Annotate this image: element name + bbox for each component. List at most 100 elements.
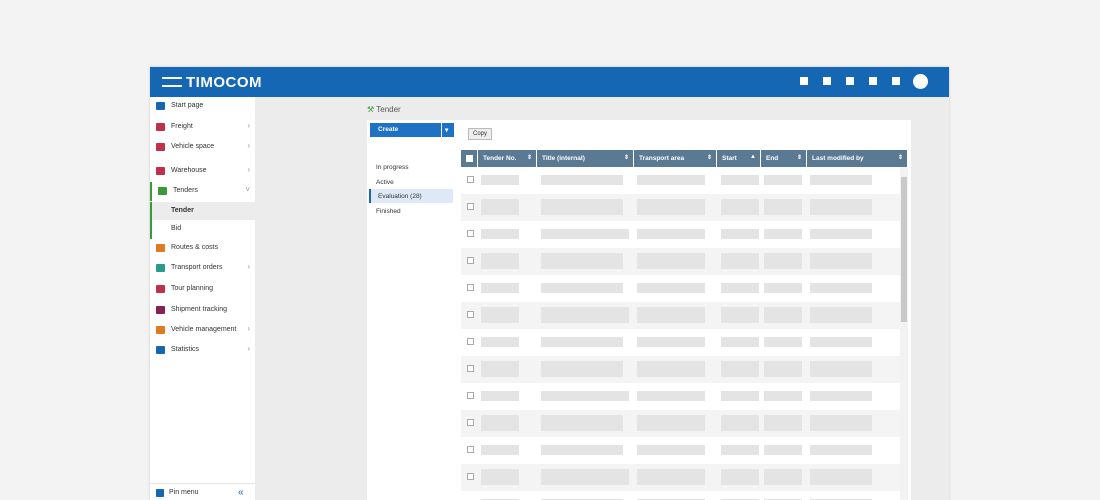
- sort-icon: ⇕: [526, 155, 532, 161]
- table-row[interactable]: [461, 302, 900, 329]
- nav-icon: [156, 102, 165, 110]
- header-icon[interactable]: [869, 77, 877, 85]
- row-checkbox[interactable]: [467, 311, 474, 318]
- sort-icon: ⇕: [897, 155, 903, 161]
- nav-item[interactable]: Routes & costs: [150, 239, 255, 258]
- table-row[interactable]: [461, 248, 900, 275]
- copy-button[interactable]: Copy: [468, 128, 492, 140]
- table-row[interactable]: [461, 194, 900, 221]
- user-avatar[interactable]: [913, 74, 928, 89]
- column-header[interactable]: Tender No. ⇕: [478, 150, 537, 167]
- placeholder: [481, 445, 519, 455]
- column-header[interactable]: Last modified by ⇕: [807, 150, 908, 167]
- placeholder: [810, 175, 872, 185]
- header-icon[interactable]: [892, 77, 900, 85]
- row-checkbox[interactable]: [467, 473, 474, 480]
- nav-item[interactable]: Freight ›: [150, 118, 255, 137]
- nav-item[interactable]: Start page: [150, 97, 255, 116]
- column-header[interactable]: Title (internal) ⇕: [537, 150, 634, 167]
- placeholder: [541, 361, 623, 377]
- nav-label: Bid: [171, 225, 182, 232]
- nav-label: Tender: [171, 207, 194, 214]
- pin-menu[interactable]: Pin menu «: [150, 483, 255, 500]
- nav-label: Freight: [171, 123, 193, 130]
- table-row[interactable]: [461, 410, 900, 437]
- nav-label: Start page: [171, 102, 204, 109]
- create-label: Create: [378, 126, 399, 133]
- placeholder: [481, 253, 519, 269]
- nav-icon: [156, 346, 165, 354]
- placeholder: [721, 469, 759, 485]
- placeholder: [637, 253, 705, 269]
- nav-label: Warehouse: [171, 167, 207, 174]
- header-icon[interactable]: [846, 77, 854, 85]
- nav-item[interactable]: Vehicle space ›: [150, 138, 255, 157]
- row-checkbox[interactable]: [467, 176, 474, 183]
- nav-item[interactable]: Tender: [150, 202, 255, 221]
- row-checkbox[interactable]: [467, 284, 474, 291]
- nav-icon: [156, 326, 165, 334]
- column-title: Start: [722, 155, 737, 162]
- table-row[interactable]: [461, 437, 900, 464]
- sort-icon: ⇕: [706, 155, 712, 161]
- nav-item[interactable]: Vehicle management ›: [150, 321, 255, 340]
- header-icon[interactable]: [800, 77, 808, 85]
- nav-label: Vehicle management: [171, 326, 237, 333]
- nav-item[interactable]: Statistics ›: [150, 341, 255, 360]
- create-button[interactable]: Create ▾: [370, 123, 454, 137]
- header-icon[interactable]: [823, 77, 831, 85]
- placeholder: [541, 469, 629, 485]
- placeholder: [810, 253, 872, 269]
- placeholder: [541, 229, 629, 239]
- table-row[interactable]: [461, 329, 900, 356]
- column-title: End: [766, 155, 779, 162]
- filter-item[interactable]: In progress: [376, 164, 409, 171]
- table-row[interactable]: [461, 383, 900, 410]
- table-row[interactable]: [461, 221, 900, 248]
- nav-label: Statistics: [171, 346, 200, 353]
- nav-label: Vehicle space: [171, 143, 215, 150]
- nav-item[interactable]: Tenders ˅: [150, 182, 255, 201]
- placeholder: [637, 469, 705, 485]
- placeholder: [810, 415, 872, 431]
- table-row[interactable]: [461, 167, 900, 194]
- row-checkbox[interactable]: [467, 392, 474, 399]
- nav-item[interactable]: Transport orders ›: [150, 259, 255, 278]
- placeholder: [541, 283, 623, 293]
- row-checkbox[interactable]: [467, 419, 474, 426]
- nav-item[interactable]: Bid: [150, 220, 255, 239]
- column-title: Tender No.: [483, 155, 517, 162]
- column-header[interactable]: End ⇕: [761, 150, 807, 167]
- placeholder: [764, 229, 802, 239]
- row-checkbox[interactable]: [467, 446, 474, 453]
- table-row[interactable]: [461, 356, 900, 383]
- placeholder: [481, 175, 519, 185]
- placeholder: [481, 391, 519, 401]
- filter-item[interactable]: Evaluation (28): [369, 189, 453, 203]
- placeholder: [810, 337, 872, 347]
- row-checkbox[interactable]: [467, 338, 474, 345]
- column-header[interactable]: Transport area ⇕: [634, 150, 717, 167]
- nav-icon: [156, 285, 165, 293]
- placeholder: [481, 199, 519, 215]
- row-checkbox[interactable]: [467, 365, 474, 372]
- breadcrumb-label: Tender: [376, 105, 401, 114]
- row-checkbox[interactable]: [467, 230, 474, 237]
- table-row[interactable]: [461, 464, 900, 491]
- column-header[interactable]: Start ▲: [717, 150, 761, 167]
- row-checkbox[interactable]: [467, 203, 474, 210]
- filter-item[interactable]: Finished: [376, 207, 401, 215]
- nav-item[interactable]: Shipment tracking: [150, 301, 255, 320]
- placeholder: [541, 445, 623, 455]
- nav-item[interactable]: Warehouse ›: [150, 162, 255, 181]
- nav-label: Transport orders: [171, 264, 223, 271]
- breadcrumb: ⚒ Tender: [367, 105, 401, 114]
- placeholder: [541, 307, 629, 323]
- filter-item[interactable]: Active: [376, 178, 394, 186]
- nav-item[interactable]: Tour planning: [150, 280, 255, 299]
- table-row[interactable]: [461, 491, 900, 500]
- row-checkbox[interactable]: [467, 257, 474, 264]
- column-title: Title (internal): [542, 155, 585, 162]
- placeholder: [637, 307, 705, 323]
- table-row[interactable]: [461, 275, 900, 302]
